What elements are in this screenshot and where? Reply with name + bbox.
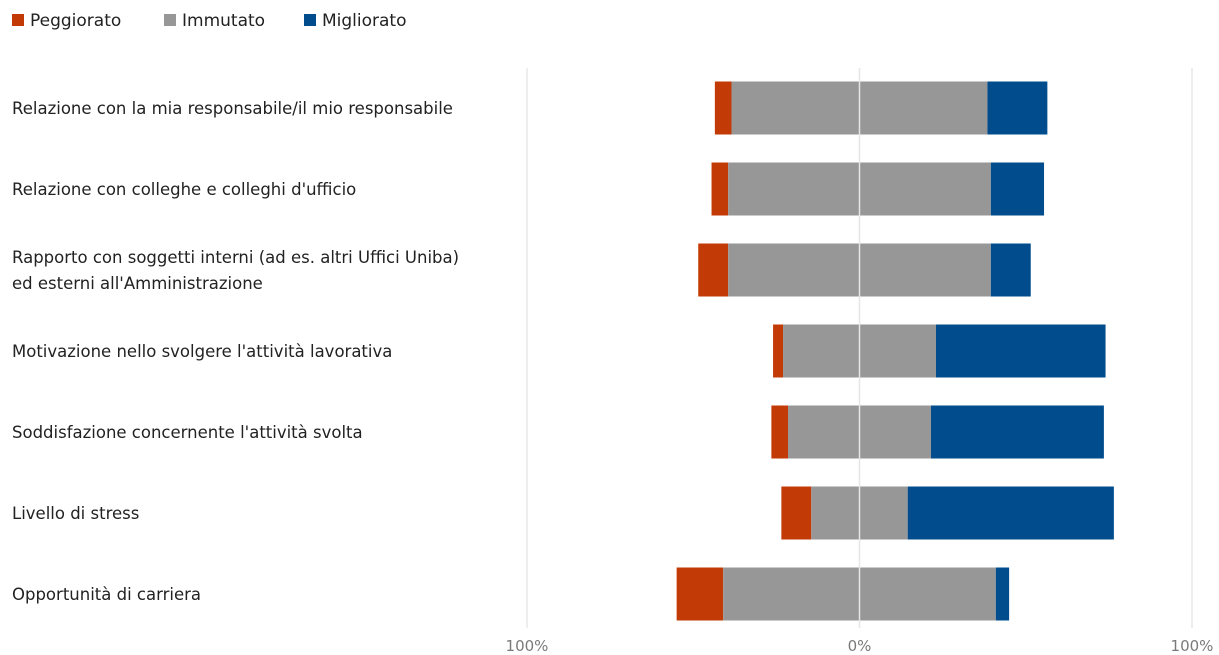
category-label-line: ed esterni all'Amministrazione [12, 274, 263, 293]
bar-migliorato-6 [907, 486, 1114, 540]
bar-migliorato-4 [935, 324, 1106, 378]
bar-peggiorato-2 [711, 162, 729, 216]
gridlines [526, 68, 1193, 628]
category-labels: Relazione con la mia responsabile/il mio… [12, 99, 459, 604]
bar-migliorato-7 [995, 567, 1010, 621]
bar-migliorato-3 [990, 243, 1031, 297]
legend-swatch-migliorato [304, 14, 316, 26]
bar-peggiorato-1 [714, 81, 732, 135]
bar-peggiorato-4 [773, 324, 784, 378]
category-label-1: Relazione con la mia responsabile/il mio… [12, 99, 453, 118]
bar-peggiorato-6 [781, 486, 812, 540]
bar-migliorato-1 [987, 81, 1048, 135]
category-label-6: Livello di stress [12, 504, 139, 523]
category-label-4: Motivazione nello svolgere l'attività la… [12, 342, 392, 361]
bars [676, 81, 1114, 621]
bar-peggiorato-5 [771, 405, 789, 459]
category-label-line: Relazione con la mia responsabile/il mio… [12, 99, 453, 118]
category-label-7: Opportunità di carriera [12, 585, 201, 604]
category-label-line: Motivazione nello svolgere l'attività la… [12, 342, 392, 361]
x-tick-label-1: 100% [506, 637, 549, 655]
legend-label-migliorato: Migliorato [322, 11, 407, 31]
legend-swatch-immutato [164, 14, 176, 26]
category-label-line: Relazione con colleghe e colleghi d'uffi… [12, 180, 356, 199]
x-tick-label-2: 0% [848, 637, 872, 655]
category-label-line: Opportunità di carriera [12, 585, 201, 604]
category-label-5: Soddisfazione concernente l'attività svo… [12, 423, 363, 442]
bar-migliorato-2 [990, 162, 1045, 216]
x-axis-tick-labels: 100% 0% 100% [506, 637, 1214, 655]
legend-label-peggiorato: Peggiorato [30, 11, 121, 31]
legend-label-immutato: Immutato [182, 11, 265, 31]
legend: Peggiorato Immutato Migliorato [12, 11, 407, 31]
category-label-line: Soddisfazione concernente l'attività svo… [12, 423, 363, 442]
category-label-line: Livello di stress [12, 504, 139, 523]
category-label-line: Rapporto con soggetti interni (ad es. al… [12, 248, 459, 267]
category-label-3: Rapporto con soggetti interni (ad es. al… [12, 248, 459, 293]
x-tick-label-3: 100% [1171, 637, 1214, 655]
bar-migliorato-5 [930, 405, 1104, 459]
bar-peggiorato-3 [698, 243, 729, 297]
category-label-2: Relazione con colleghe e colleghi d'uffi… [12, 180, 356, 199]
bar-peggiorato-7 [676, 567, 724, 621]
legend-swatch-peggiorato [12, 14, 24, 26]
